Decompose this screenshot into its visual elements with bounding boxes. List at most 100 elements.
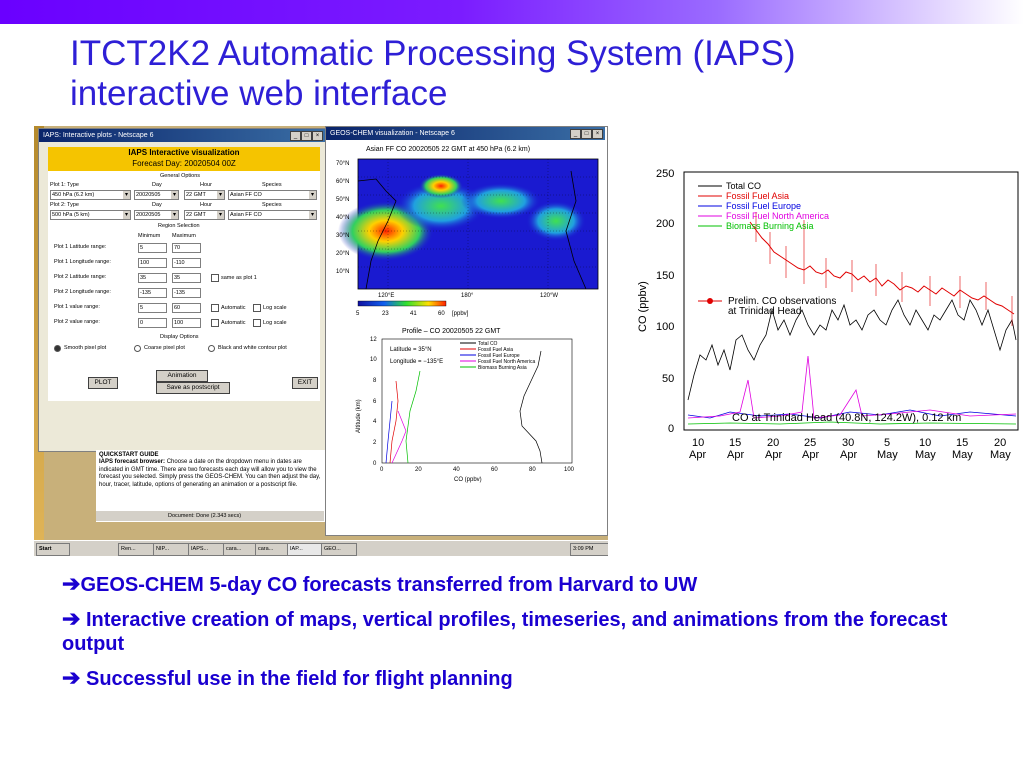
automatic-label: Automatic (221, 305, 246, 311)
ytick-label: 200 (656, 218, 674, 230)
desktop-screenshot: IAPS: Interactive plots - Netscape 6 _ □… (34, 126, 608, 556)
close-button[interactable]: × (592, 129, 603, 139)
plot1-species-select[interactable]: Asian FF CO (228, 190, 317, 200)
log-scale-checkbox[interactable] (253, 304, 261, 312)
ytick-label: 150 (656, 270, 674, 282)
save-postscript-button[interactable]: Save as postscript (156, 382, 230, 394)
minimize-button[interactable]: _ (290, 131, 301, 141)
profile-ytick: 4 (373, 419, 377, 425)
maximum-label: Maximum (172, 233, 196, 239)
geos-titlebar[interactable]: GEOS-CHEM visualization - Netscape 6 _ □… (326, 127, 605, 140)
xtick-day: 20 (994, 437, 1006, 449)
xtick-day: 15 (729, 437, 741, 449)
profile-xtick: 20 (415, 467, 422, 473)
range-max-input[interactable]: 100 (172, 318, 201, 328)
map-plume (419, 174, 463, 198)
status-text: Document: Done (2.343 secs) (168, 513, 242, 519)
range-min-input[interactable]: -135 (138, 288, 167, 298)
taskbar-item[interactable]: NIP... (153, 543, 189, 556)
series-total-co (687, 299, 1017, 401)
profile-legend-entry: Fossil Fuel North America (478, 359, 535, 365)
plot2-day-select[interactable]: 20020505 (134, 210, 179, 220)
profile-legend-entry: Biomass Burning Asia (478, 365, 527, 371)
range-min-input[interactable]: 0 (138, 318, 167, 328)
plot2-type-label: Plot 2: Type (50, 202, 79, 208)
range-max-input[interactable]: -135 (172, 288, 201, 298)
quickstart-text: Choose a date on the dropdown menu in da… (99, 459, 321, 488)
range-max-input[interactable]: -110 (172, 258, 201, 268)
profile-xtick: 80 (529, 467, 536, 473)
taskbar: Start Ren... NIP... IAPS... cara... cara… (34, 540, 608, 556)
minimum-label: Minimum (138, 233, 161, 239)
iaps-header: IAPS Interactive visualization Forecast … (48, 147, 320, 171)
map-plume (461, 183, 541, 219)
animation-button[interactable]: Animation (156, 370, 208, 382)
taskbar-item[interactable]: GEO... (321, 543, 357, 556)
profile-ytick: 2 (373, 440, 377, 446)
smooth-pixel-label: Smooth pixel plot (64, 345, 107, 351)
timeseries-axes (683, 171, 1019, 431)
profile-xtick: 0 (380, 467, 384, 473)
range-max-input[interactable]: 60 (172, 303, 201, 313)
bw-contour-radio[interactable] (208, 345, 215, 352)
profile-ylabel: Altitude (km) (356, 399, 362, 433)
map-title: Asian FF CO 20020505 22 GMT at 450 hPa (… (366, 146, 530, 153)
maximize-button[interactable]: □ (581, 129, 592, 139)
timeseries-legend: Total CO Fossil Fuel Asia Fossil Fuel Eu… (698, 181, 829, 231)
taskbar-item[interactable]: IAPS... (188, 543, 224, 556)
range-label: Plot 2 Longitude range: (54, 289, 111, 295)
plot2-type-select[interactable]: 500 hPa (5 km) (50, 210, 131, 220)
close-button[interactable]: × (312, 131, 323, 141)
automatic-checkbox[interactable] (211, 304, 219, 312)
range-label: Plot 2 value range: (54, 319, 100, 325)
same-as-plot1-checkbox[interactable] (211, 274, 219, 282)
minimize-button[interactable]: _ (570, 129, 581, 139)
taskbar-item[interactable]: cara... (255, 543, 289, 556)
log-scale-checkbox[interactable] (253, 319, 261, 327)
automatic-checkbox[interactable] (211, 319, 219, 327)
bullet-text: GEOS-CHEM 5-day CO forecasts transferred… (80, 574, 698, 596)
bw-contour-label: Black and white contour plot (218, 345, 287, 351)
iaps-header-subtitle: Forecast Day: 20020504 00Z (132, 159, 236, 168)
start-button[interactable]: Start (36, 543, 70, 556)
range-min-input[interactable]: 5 (138, 303, 167, 313)
profile-ytick: 12 (370, 337, 377, 343)
colorbar-tick: 5 (356, 311, 360, 317)
colorbar-tick: 60 (438, 311, 445, 317)
bullet-item: ➔ Interactive creation of maps, vertical… (62, 607, 962, 656)
ytick-label: 100 (656, 321, 674, 333)
maximize-button[interactable]: □ (301, 131, 312, 141)
range-max-input[interactable]: 70 (172, 243, 201, 253)
taskbar-item[interactable]: cara... (223, 543, 257, 556)
exit-button[interactable]: EXIT (292, 377, 318, 389)
profile-ytick: 6 (373, 399, 377, 405)
plot1-day-select[interactable]: 20020505 (134, 190, 179, 200)
xtick-month: May (915, 449, 936, 461)
range-min-input[interactable]: 5 (138, 243, 167, 253)
map-lon-label: 120°E (378, 293, 394, 299)
plot2-species-select[interactable]: Asian FF CO (228, 210, 317, 220)
profile-ff-europe (385, 400, 393, 464)
range-min-input[interactable]: 35 (138, 273, 167, 283)
smooth-pixel-radio[interactable] (54, 345, 61, 352)
range-min-input[interactable]: 100 (138, 258, 167, 268)
profile-ff-na (391, 410, 407, 464)
taskbar-item[interactable]: IAP... (287, 543, 323, 556)
plot2-hour-select[interactable]: 22 GMT (184, 210, 225, 220)
legend-entry: Fossil Fuel North America (726, 211, 829, 221)
automatic-label: Automatic (221, 320, 246, 326)
iaps-titlebar[interactable]: IAPS: Interactive plots - Netscape 6 _ □… (39, 129, 325, 142)
log-scale-label: Log scale (263, 305, 287, 311)
colorbar (357, 300, 447, 307)
profile-title: Profile – CO 20020505 22 GMT (402, 328, 501, 335)
timeseries-xticks: 10 Apr 15 Apr 20 Apr 25 Apr 30 Apr 5 May… (689, 437, 1011, 461)
range-max-input[interactable]: 35 (172, 273, 201, 283)
xtick-month: Apr (689, 449, 706, 461)
coarse-pixel-radio[interactable] (134, 345, 141, 352)
xtick-day: 25 (804, 437, 816, 449)
bullet-item: ➔GEOS-CHEM 5-day CO forecasts transferre… (62, 570, 962, 599)
plot1-type-select[interactable]: 450 hPa (6.2 km) (50, 190, 131, 200)
taskbar-item[interactable]: Ren... (118, 543, 154, 556)
plot-button[interactable]: PLOT (88, 377, 118, 389)
plot1-hour-select[interactable]: 22 GMT (184, 190, 225, 200)
